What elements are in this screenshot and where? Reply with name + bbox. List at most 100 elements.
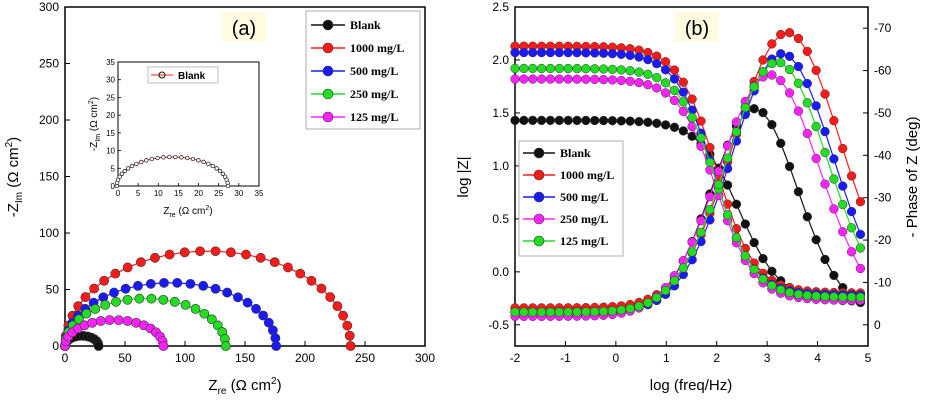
logz-data-point (545, 74, 556, 84)
inset-data-point (149, 156, 154, 162)
logz-data-point (802, 290, 812, 301)
x-tick-label-b: 5 (865, 351, 872, 365)
logz-data-point (678, 126, 688, 136)
logz-data-point (563, 63, 573, 74)
legend-a: Blank 1000 mg/L 500 mg/L 250 mg/L 125 mg/L (305, 10, 421, 130)
phase-data-point (519, 307, 529, 317)
logz-data-point (607, 75, 618, 85)
inset-data-point (185, 155, 190, 161)
y-tick-label-a: 150 (39, 170, 59, 184)
data-point-a (111, 296, 121, 307)
logz-data-point (758, 253, 768, 264)
y-left-tick-label-b: 2.0 (492, 53, 509, 67)
logz-data-point (634, 77, 644, 88)
phase-data-point (705, 205, 715, 215)
phase-data-point (811, 121, 821, 132)
phase-data-point (545, 307, 556, 317)
phase-data-point (598, 306, 609, 317)
phase-data-point (776, 49, 786, 59)
logz-data-point (793, 289, 804, 299)
phase-data-point (838, 181, 848, 191)
phase-data-point (731, 127, 742, 137)
x-tick-label-a: 0 (62, 351, 69, 365)
y-left-tick-label-b: -0.5 (488, 318, 509, 332)
inset-y-tick-label: 15 (106, 129, 115, 138)
legend-marker-a (322, 88, 334, 100)
logz-data-point (572, 74, 582, 84)
logz-data-point (598, 74, 609, 85)
y-tick-label-a: 200 (39, 113, 59, 127)
phase-data-point (749, 104, 759, 114)
phase-data-point (660, 285, 671, 296)
phase-data-point (784, 28, 795, 38)
logz-data-point (510, 74, 520, 84)
logz-data-point (758, 274, 768, 284)
y-right-tick-label-b: -30 (874, 191, 892, 205)
logz-data-point (838, 292, 848, 302)
phase-data-point (687, 247, 697, 257)
inset-x-tick-label: 0 (116, 189, 121, 198)
logz-data-point (722, 180, 733, 190)
data-point-a (99, 275, 110, 286)
logz-data-point (767, 280, 777, 291)
data-point-a (325, 292, 336, 302)
plot-area-b (510, 28, 866, 321)
y-axis-title-left-b: log |Z| (455, 156, 472, 197)
legend-label-a: 250 mg/L (350, 87, 398, 101)
logz-data-point (519, 115, 529, 126)
phase-data-point (855, 197, 866, 207)
logz-data-point (643, 117, 653, 127)
logz-data-point (722, 210, 733, 220)
x-axis-title-b: log (freq/Hz) (650, 377, 733, 394)
data-point-a (199, 308, 210, 319)
phase-data-point (714, 179, 724, 190)
legend-b: Blank 1000 mg/L 500 mg/L 250 mg/L 125 mg/L (518, 140, 624, 257)
inset-legend-label: Blank (178, 71, 206, 82)
logz-data-point (563, 74, 573, 84)
data-point-a (255, 252, 266, 263)
logz-data-point (776, 285, 786, 295)
data-point-a (226, 247, 236, 258)
data-point-a (251, 303, 261, 314)
y-tick-label-a: 0 (52, 339, 59, 353)
logz-data-point (731, 232, 742, 243)
panel-label-box-a (222, 12, 266, 42)
phase-data-point (572, 307, 582, 317)
phase-data-point (669, 276, 680, 286)
data-point-a (344, 330, 355, 341)
phase-data-point (758, 67, 768, 77)
logz-data-point (563, 48, 573, 58)
logz-data-point (643, 54, 653, 65)
logz-data-point (820, 291, 830, 302)
legend-label-b: Blank (560, 146, 591, 160)
legend-marker-b (533, 191, 545, 203)
y-tick-label-a: 250 (39, 57, 59, 71)
legend-label-a: 1000 mg/L (350, 41, 404, 55)
logz-data-point (554, 63, 564, 74)
phase-data-point (696, 227, 706, 237)
data-point-a (242, 297, 253, 308)
inset-x-axis-title: Zre (Ω cm2) (163, 205, 212, 219)
panel-b: -2 -1 0 1 2 3 4 5-0.50.00.51.01.52.02.50-10-20-… (455, 0, 921, 394)
logz-data-point (660, 78, 671, 88)
logz-data-point (660, 88, 671, 98)
phase-data-point (776, 75, 786, 86)
phase-data-point (855, 263, 866, 274)
phase-data-point (793, 61, 804, 72)
phase-data-point (767, 70, 777, 80)
x-tick-label-a: 150 (235, 351, 255, 365)
x-tick-label-b: 3 (764, 351, 771, 365)
phase-data-point (846, 206, 857, 217)
logz-data-point (652, 72, 662, 83)
inset-data-point (196, 158, 201, 163)
legend-label-b: 500 mg/L (560, 190, 608, 204)
data-point-a (81, 308, 92, 319)
logz-data-point (660, 120, 671, 130)
data-point-a (180, 299, 191, 310)
logz-data-point (749, 264, 759, 275)
logz-data-point (528, 115, 538, 126)
logz-data-point (643, 80, 653, 90)
inset-y-tick-label: 30 (106, 76, 115, 85)
logz-data-point (678, 77, 688, 87)
